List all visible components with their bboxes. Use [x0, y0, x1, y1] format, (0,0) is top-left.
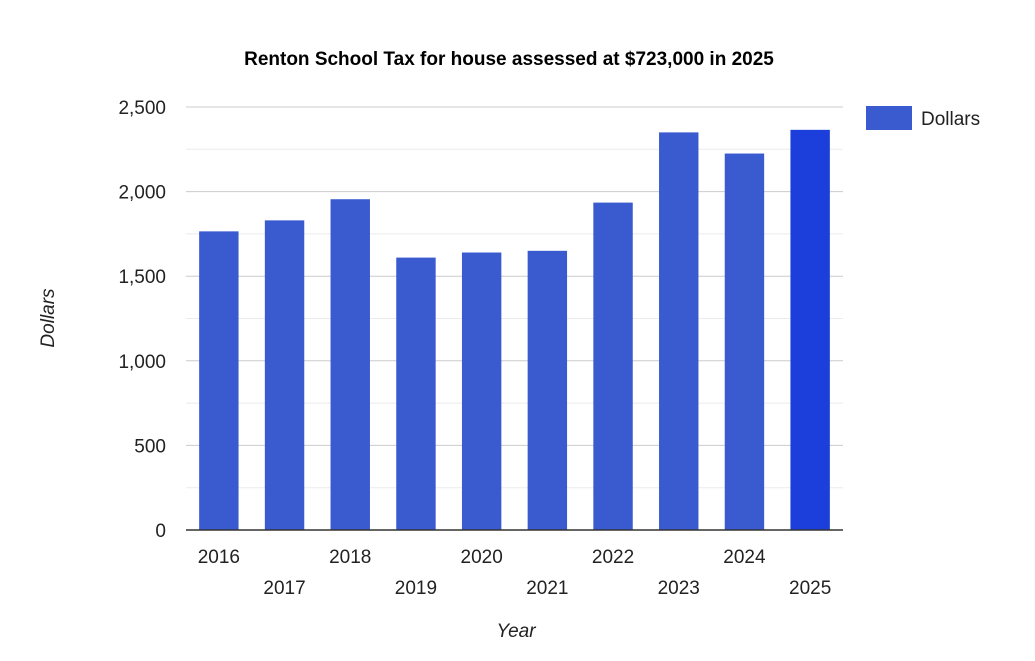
x-tick-label: 2024: [723, 547, 766, 568]
bar-2017: [264, 220, 305, 530]
x-tick-label: 2023: [658, 578, 700, 599]
x-tick-labels: 2016 2017 2018 2019 2020 2021 2022 2023 2024 2025: [198, 547, 832, 599]
y-tick-label: 1,500: [118, 267, 166, 288]
legend-label: Dollars: [921, 109, 980, 130]
chart-title: Renton School Tax for house assessed at …: [244, 49, 774, 70]
bar-2016: [199, 231, 239, 530]
bar-2018: [330, 199, 370, 531]
y-axis-title: Dollars: [38, 288, 59, 348]
bar-2020: [461, 252, 502, 530]
y-tick-label: 0: [155, 521, 166, 542]
y-tick-label: 2,000: [118, 183, 166, 204]
bars: [199, 129, 830, 531]
legend: Dollars: [866, 106, 980, 130]
bar-2024: [724, 153, 765, 530]
legend-swatch: [866, 106, 912, 130]
bar-2022: [593, 202, 633, 530]
bar-2021: [527, 250, 568, 530]
y-tick-label: 1,000: [118, 352, 166, 373]
x-tick-label: 2025: [789, 578, 831, 599]
x-tick-label: 2020: [461, 547, 503, 568]
bar-2019: [396, 257, 436, 530]
x-axis-title: Year: [496, 621, 536, 642]
x-tick-label: 2019: [395, 578, 437, 599]
y-tick-label: 500: [134, 436, 166, 457]
x-tick-label: 2018: [329, 547, 371, 568]
y-tick-labels: 0 500 1,000 1,500 2,000 2,500: [118, 98, 166, 542]
bar-2023: [659, 132, 699, 530]
x-tick-label: 2021: [526, 578, 568, 599]
x-tick-label: 2017: [263, 578, 305, 599]
x-tick-label: 2016: [198, 547, 240, 568]
x-tick-label: 2022: [592, 547, 634, 568]
bar-2025: [790, 129, 830, 531]
y-tick-label: 2,500: [118, 98, 166, 119]
